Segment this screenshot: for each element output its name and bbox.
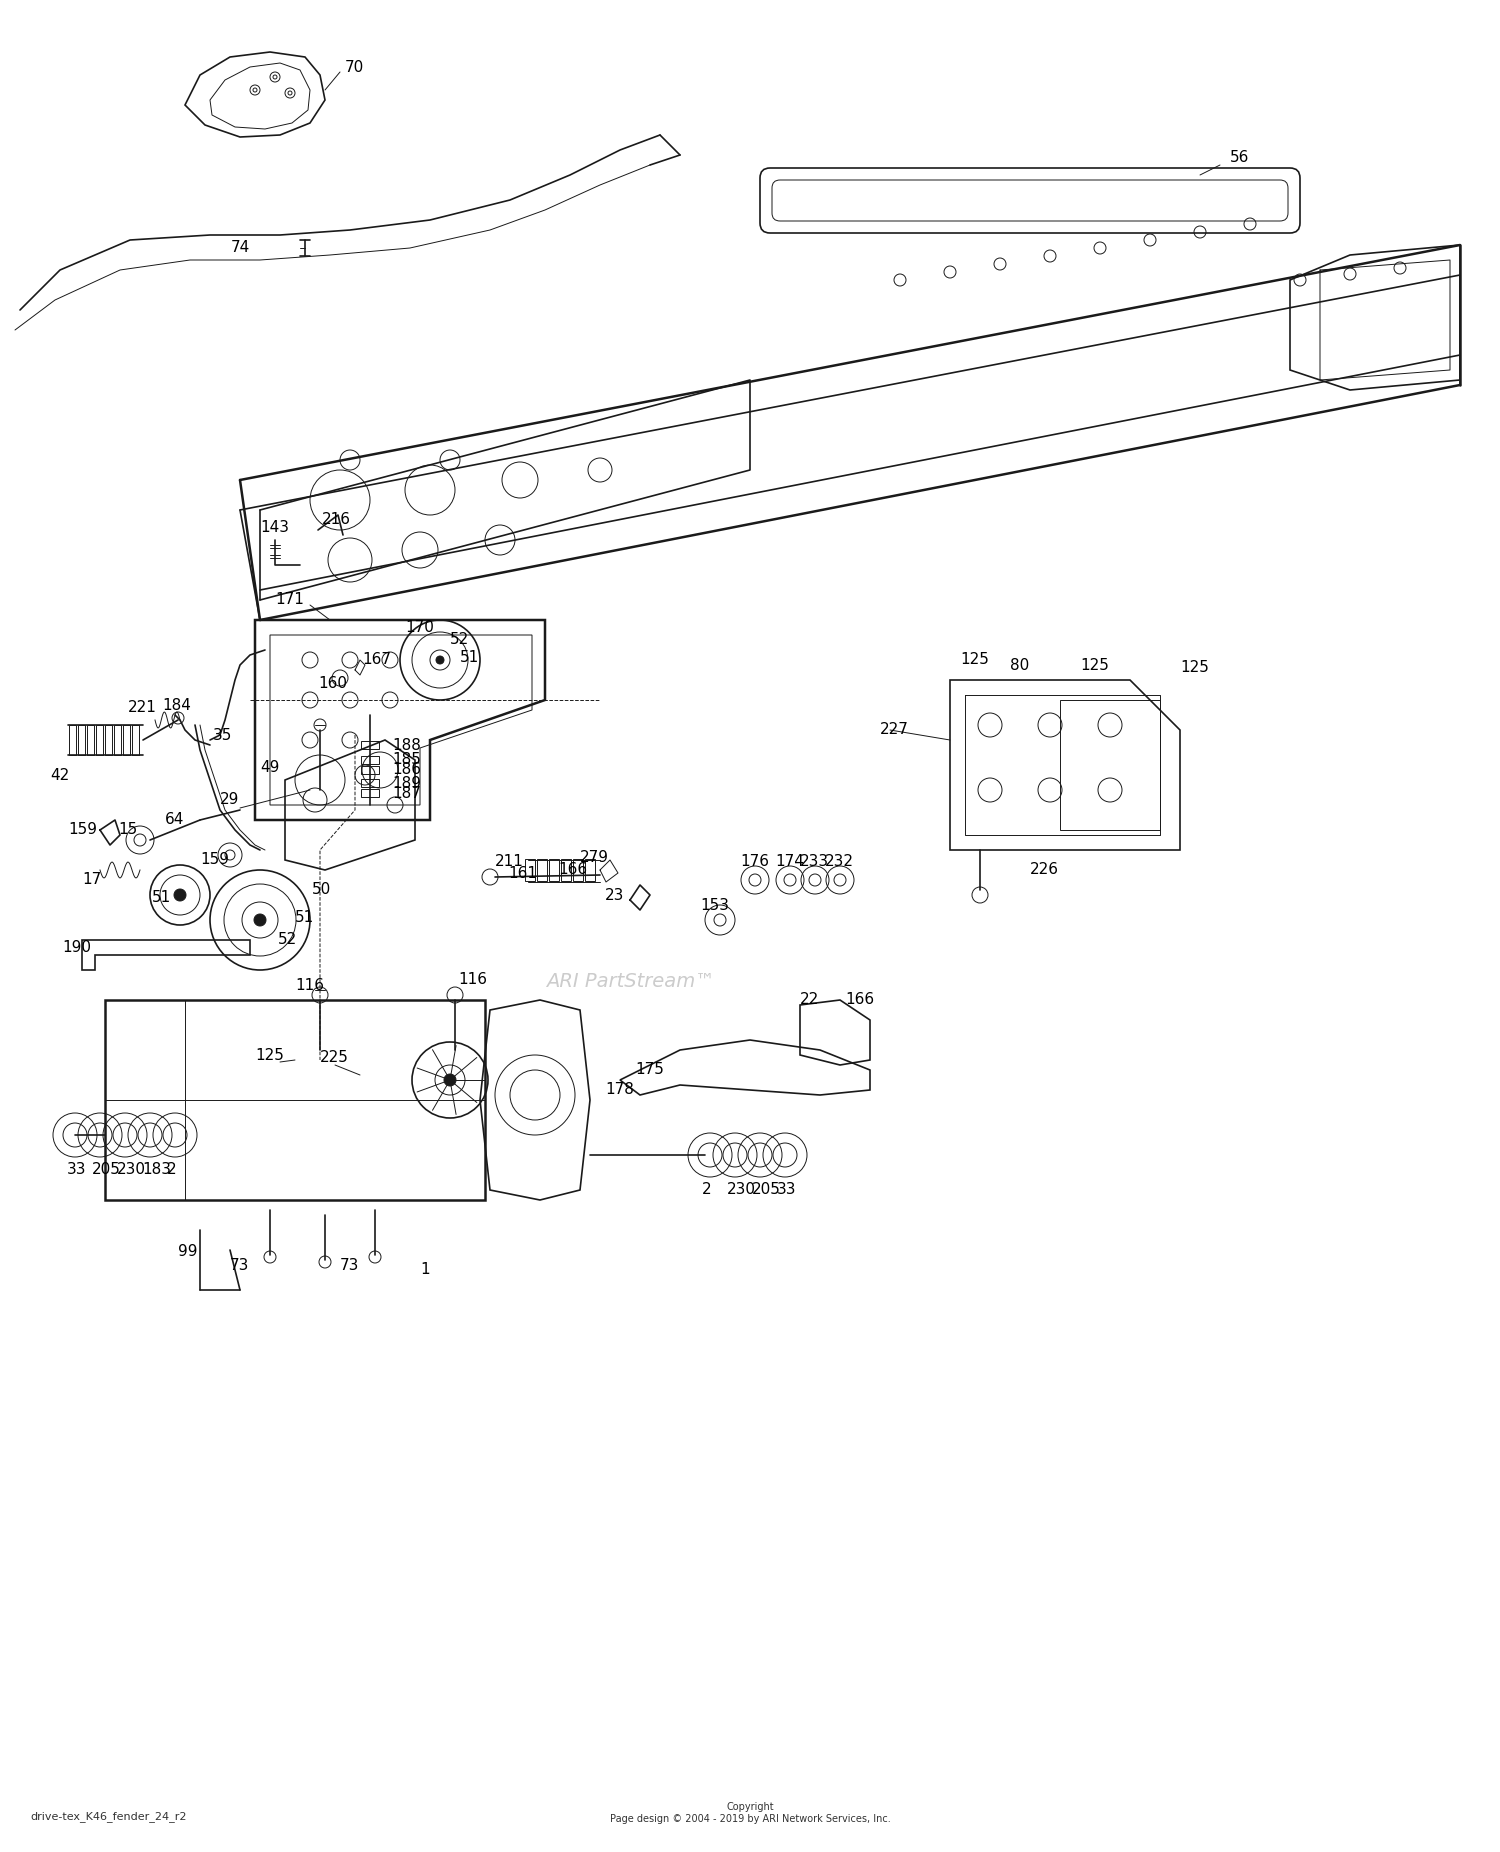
- Text: 174: 174: [776, 854, 804, 869]
- Text: 51: 51: [152, 891, 171, 906]
- Text: 279: 279: [580, 850, 609, 865]
- Text: 80: 80: [1010, 657, 1029, 672]
- Bar: [362, 756, 380, 765]
- Text: 33: 33: [68, 1163, 87, 1178]
- Text: 1: 1: [420, 1263, 429, 1278]
- Text: 170: 170: [405, 620, 433, 635]
- Text: 73: 73: [230, 1258, 249, 1272]
- Bar: [537, 859, 548, 882]
- Text: 125: 125: [960, 652, 988, 667]
- Text: 184: 184: [162, 698, 190, 713]
- Text: 176: 176: [740, 854, 770, 869]
- Bar: [561, 859, 572, 882]
- Text: 205: 205: [92, 1163, 122, 1178]
- Text: 183: 183: [142, 1163, 171, 1178]
- Text: 29: 29: [220, 793, 240, 807]
- Text: 15: 15: [118, 822, 138, 837]
- Text: 216: 216: [322, 513, 351, 528]
- Text: 153: 153: [700, 898, 729, 913]
- Text: 125: 125: [1080, 657, 1108, 672]
- Text: 232: 232: [825, 854, 854, 869]
- Text: 221: 221: [128, 700, 158, 715]
- Text: 186: 186: [392, 763, 422, 778]
- Text: 175: 175: [634, 1063, 664, 1078]
- Text: 74: 74: [231, 241, 251, 256]
- Text: 211: 211: [495, 854, 524, 869]
- Text: 23: 23: [604, 887, 624, 902]
- Circle shape: [254, 915, 266, 926]
- Text: 233: 233: [800, 854, 830, 869]
- Text: 166: 166: [844, 993, 874, 1007]
- Text: Copyright
Page design © 2004 - 2019 by ARI Network Services, Inc.: Copyright Page design © 2004 - 2019 by A…: [609, 1802, 891, 1824]
- Bar: [105, 724, 111, 756]
- Circle shape: [444, 1074, 456, 1085]
- Text: 205: 205: [752, 1182, 782, 1198]
- Circle shape: [436, 656, 444, 665]
- Bar: [362, 741, 380, 748]
- Text: 70: 70: [345, 61, 364, 76]
- Text: 190: 190: [62, 941, 92, 956]
- Text: 166: 166: [558, 863, 586, 878]
- Bar: [96, 724, 102, 756]
- Text: 116: 116: [296, 978, 324, 993]
- Text: 227: 227: [880, 722, 909, 737]
- Bar: [78, 724, 84, 756]
- Text: 42: 42: [50, 767, 69, 783]
- Bar: [87, 724, 93, 756]
- Bar: [123, 724, 129, 756]
- Text: 160: 160: [318, 676, 346, 691]
- Text: 230: 230: [728, 1182, 756, 1198]
- Bar: [573, 859, 584, 882]
- Text: 143: 143: [260, 520, 290, 535]
- Text: 185: 185: [392, 752, 422, 767]
- Text: 22: 22: [800, 993, 819, 1007]
- Text: 159: 159: [68, 822, 98, 837]
- Text: 167: 167: [362, 652, 392, 667]
- Bar: [585, 859, 596, 882]
- Bar: [362, 780, 380, 787]
- Bar: [114, 724, 120, 756]
- Text: 178: 178: [604, 1083, 634, 1098]
- Text: 35: 35: [213, 728, 232, 743]
- Text: 171: 171: [274, 593, 304, 607]
- Text: 116: 116: [458, 972, 488, 987]
- Circle shape: [174, 889, 186, 902]
- Text: 50: 50: [312, 883, 332, 898]
- Text: 64: 64: [165, 813, 184, 828]
- Bar: [362, 789, 380, 796]
- Text: ARI PartStream™: ARI PartStream™: [546, 972, 714, 991]
- Text: 52: 52: [450, 633, 470, 648]
- Bar: [362, 767, 380, 774]
- Text: 52: 52: [278, 933, 297, 948]
- Text: 33: 33: [777, 1182, 796, 1198]
- Text: 73: 73: [340, 1258, 360, 1272]
- Bar: [525, 859, 536, 882]
- Bar: [549, 859, 560, 882]
- Text: 2: 2: [166, 1163, 177, 1178]
- Text: 99: 99: [178, 1245, 198, 1259]
- Text: 125: 125: [1180, 661, 1209, 676]
- Text: 226: 226: [1030, 863, 1059, 878]
- Text: 2: 2: [702, 1182, 711, 1198]
- Text: 125: 125: [255, 1048, 284, 1063]
- Text: 188: 188: [392, 737, 422, 752]
- Text: 161: 161: [509, 865, 537, 880]
- Bar: [69, 724, 75, 756]
- Text: 159: 159: [200, 852, 230, 867]
- Text: 51: 51: [296, 911, 315, 926]
- Text: 17: 17: [82, 872, 102, 887]
- Text: 49: 49: [260, 761, 279, 776]
- Text: 51: 51: [460, 650, 480, 665]
- Text: 225: 225: [320, 1050, 350, 1065]
- Text: 230: 230: [117, 1163, 146, 1178]
- Text: 187: 187: [392, 785, 422, 800]
- Text: 189: 189: [392, 776, 422, 791]
- Bar: [132, 724, 138, 756]
- Text: drive-tex_K46_fender_24_r2: drive-tex_K46_fender_24_r2: [30, 1811, 186, 1822]
- Text: 56: 56: [1230, 150, 1250, 165]
- Bar: [105, 1000, 484, 1200]
